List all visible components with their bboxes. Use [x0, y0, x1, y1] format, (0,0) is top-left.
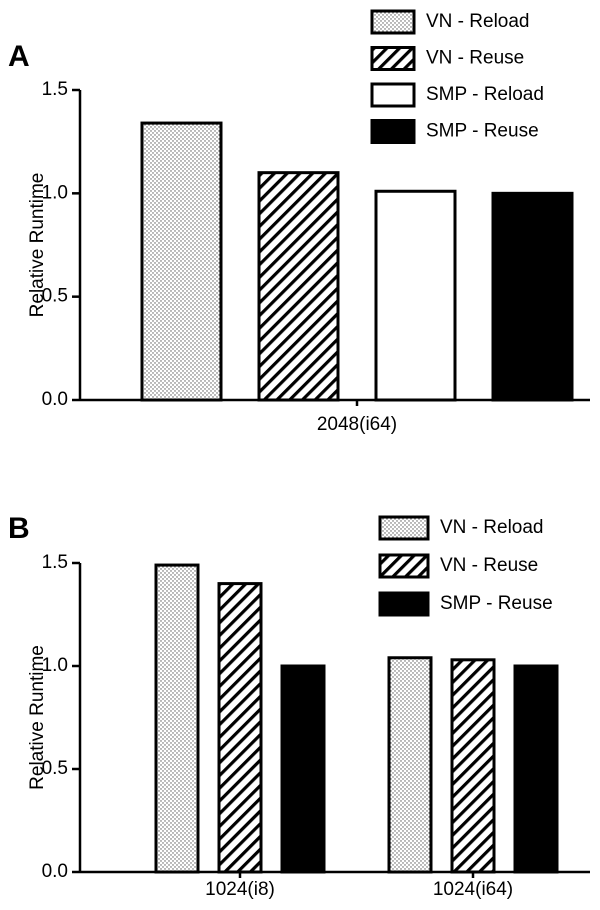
bar	[491, 191, 574, 402]
y-axis-label: Relative Runtime	[27, 645, 48, 790]
bar	[217, 582, 263, 874]
y-tick-label: 1.0	[42, 182, 68, 203]
legend-swatch	[370, 9, 416, 35]
x-tick-label: 2048(i64)	[317, 414, 397, 435]
bar	[374, 189, 457, 402]
y-tick-label: 1.5	[42, 79, 68, 100]
bar	[513, 664, 559, 874]
legend-label: VN - Reload	[440, 517, 544, 538]
legend-label: VN - Reuse	[440, 555, 538, 576]
bar	[154, 563, 200, 874]
legend-swatch	[370, 82, 416, 108]
x-tick-label: 1024(i64)	[433, 879, 513, 900]
bar	[450, 658, 496, 874]
bar	[387, 656, 433, 874]
panel-label: A	[8, 40, 30, 73]
y-tick-label: 0.5	[42, 758, 68, 779]
legend-label: SMP - Reuse	[426, 121, 539, 142]
y-tick-label: 1.0	[42, 655, 68, 676]
bar	[140, 121, 223, 402]
legend-swatch	[370, 119, 416, 144]
bar	[257, 171, 340, 402]
x-tick-label: 1024(i8)	[205, 879, 275, 900]
legend-swatch	[370, 46, 416, 71]
panel-label: B	[8, 512, 30, 545]
legend-label: VN - Reload	[426, 11, 530, 32]
y-tick-label: 0.0	[42, 861, 68, 882]
legend-label: SMP - Reload	[426, 84, 544, 105]
legend-swatch	[378, 553, 430, 579]
y-axis-label: Relative Runtime	[27, 173, 48, 318]
legend-swatch	[378, 515, 430, 541]
legend-label: SMP - Reuse	[440, 593, 553, 614]
y-tick-label: 0.5	[42, 286, 68, 307]
y-tick-label: 0.0	[42, 389, 68, 410]
legend-swatch	[378, 591, 430, 617]
y-tick-label: 1.5	[42, 552, 68, 573]
bar	[280, 664, 326, 874]
legend-label: VN - Reuse	[426, 48, 524, 69]
